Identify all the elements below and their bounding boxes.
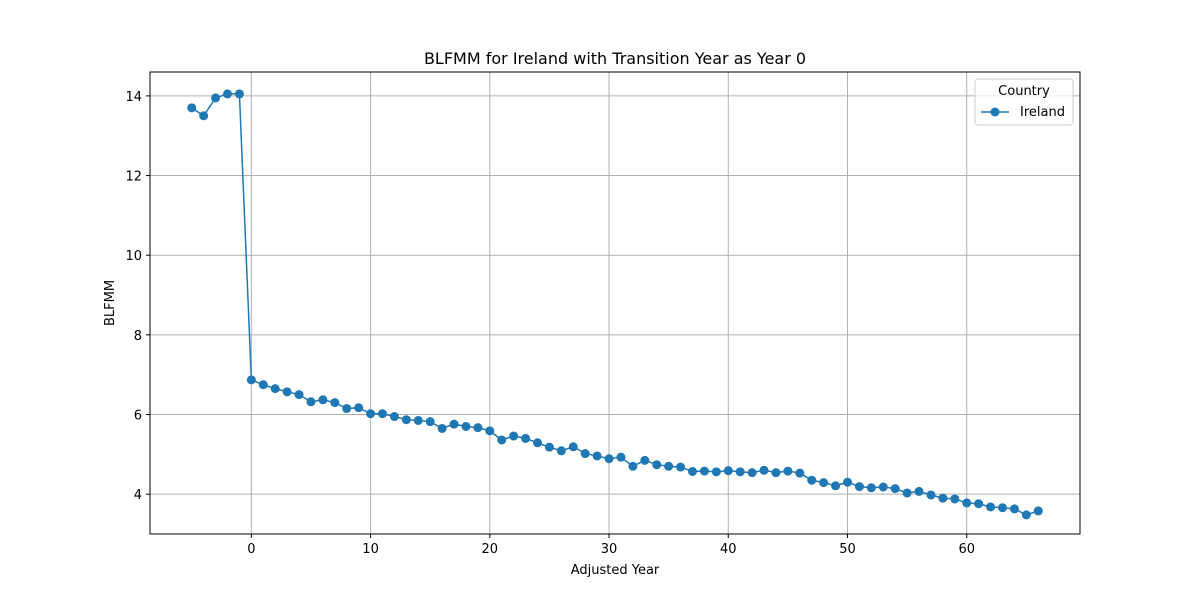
data-point [568,442,578,452]
data-point [843,477,852,487]
y-axis-label: BLFMM [103,280,118,326]
y-tick-label: 14 [125,90,142,105]
data-point [866,483,876,493]
data-point [199,111,209,121]
data-point [306,397,316,407]
data-point [413,415,423,425]
data-point [711,467,721,477]
data-point [592,451,602,461]
data-point [831,481,841,491]
legend-entry-label: Ireland [1020,105,1065,120]
data-point [223,89,232,99]
data-point [497,435,507,445]
data-point [723,466,733,476]
legend-box [974,78,1074,126]
data-point [294,390,304,400]
data-point [914,486,924,496]
data-point [676,462,686,472]
data-point [485,426,495,436]
data-point [688,466,697,476]
data-point [282,387,292,397]
data-point [986,502,996,512]
y-tick-label: 10 [125,249,142,264]
legend: Country Ireland [974,78,1074,126]
x-tick-label: 50 [839,542,856,557]
x-tick-label: 20 [482,542,499,557]
data-point [819,478,829,488]
plot-area-frame [149,71,1081,535]
data-point [950,494,960,504]
data-point [628,461,638,471]
data-point [401,415,411,425]
data-point [211,93,221,103]
chart-title: BLFMM for Ireland with Transition Year a… [424,49,806,68]
data-point [556,446,566,456]
data-point [473,423,483,433]
x-tick-label: 30 [601,542,618,557]
data-point [878,482,888,492]
data-point [425,417,435,427]
data-point [783,466,793,476]
data-point [664,461,674,471]
data-point [795,468,805,478]
data-point [258,380,268,390]
data-point [938,493,948,503]
data-point [747,468,757,478]
data-point [699,466,709,476]
grid-layer [150,72,1080,534]
x-tick-label: 60 [958,542,975,557]
data-point [354,403,364,413]
data-point [234,89,244,99]
data-point [616,452,626,462]
data-point [461,421,471,431]
data-point [926,490,936,500]
data-point [962,498,972,508]
series-line-ireland [191,93,1039,516]
data-point [270,384,280,394]
y-tick-label: 8 [134,329,142,344]
data-point [1021,510,1031,520]
data-point [640,455,650,465]
data-point [604,454,614,464]
data-point [366,409,376,419]
y-tick-label: 4 [134,488,142,503]
data-point [580,449,590,459]
series-layer [187,89,1043,520]
x-tick-label: 0 [247,542,255,557]
y-tick-label: 6 [134,409,142,424]
data-point [378,409,387,419]
data-point [1009,504,1019,514]
data-point [187,103,197,113]
data-point [318,395,328,405]
data-point [1033,506,1043,516]
data-point [652,460,662,470]
data-point [437,423,447,433]
y-tick-label: 12 [125,170,142,185]
data-point [389,412,399,422]
data-point [544,442,554,452]
data-point [521,433,531,443]
data-point [342,404,352,414]
data-point [509,431,519,441]
x-tick-label: 10 [362,542,379,557]
legend-title: Country [998,84,1050,99]
data-point [759,465,769,475]
data-point [854,482,864,492]
legend-marker [990,107,1000,117]
x-tick-label: 40 [720,542,737,557]
x-axis-label: Adjusted Year [571,563,660,578]
data-point [771,468,781,478]
data-point [807,475,817,485]
data-point [330,398,340,408]
ticks-layer: 0 10 20 30 40 50 60 4 6 8 10 12 14 [125,90,975,557]
data-point [533,438,542,448]
data-point [998,503,1007,513]
data-point [974,499,984,509]
data-point [902,488,912,498]
data-point [735,467,745,477]
data-point [890,484,900,494]
data-point [449,419,459,429]
data-point [246,375,256,385]
